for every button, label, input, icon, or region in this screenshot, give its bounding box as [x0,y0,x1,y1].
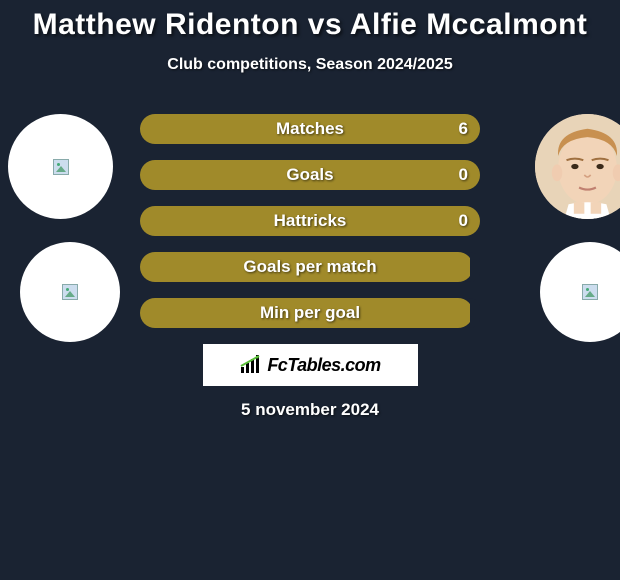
player-face-icon [535,114,620,219]
stat-rows: Matches 6 Goals 0 Hattricks 0 Goals per … [140,114,480,328]
image-placeholder-icon [62,284,78,300]
subtitle: Club competitions, Season 2024/2025 [0,56,620,74]
stat-label: Min per goal [260,303,360,323]
stat-row-matches: Matches 6 [140,114,480,144]
page-title: Matthew Ridenton vs Alfie Mccalmont [0,8,620,42]
date-label: 5 november 2024 [0,400,620,420]
stat-label: Matches [276,119,344,139]
stat-label: Goals per match [243,257,376,277]
stats-area: Matches 6 Goals 0 Hattricks 0 Goals per … [0,114,620,420]
player-left-avatar [8,114,113,219]
image-placeholder-icon [53,159,69,175]
stat-row-goals: Goals 0 [140,160,480,190]
logo-text: FcTables.com [267,355,380,376]
stat-label: Goals [286,165,333,185]
club-left-badge [20,242,120,342]
stat-row-hattricks: Hattricks 0 [140,206,480,236]
stat-value-right: 0 [459,211,468,231]
stat-value-right: 0 [459,165,468,185]
stat-row-goals-per-match: Goals per match [140,252,480,282]
stat-value-right: 6 [459,119,468,139]
club-right-badge [540,242,620,342]
comparison-card: Matthew Ridenton vs Alfie Mccalmont Club… [0,0,620,420]
image-placeholder-icon [582,284,598,300]
bar-chart-icon [239,355,263,375]
fctables-logo: FcTables.com [203,344,418,386]
stat-row-min-per-goal: Min per goal [140,298,480,328]
player-right-avatar [535,114,620,219]
stat-label: Hattricks [274,211,347,231]
